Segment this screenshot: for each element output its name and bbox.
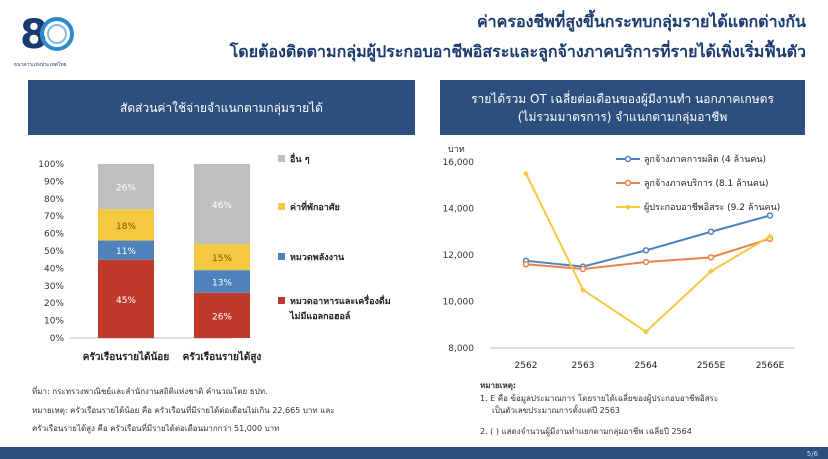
- legend-label: ลูกจ้างภาคการผลิต (4 ล้านคน): [644, 154, 766, 165]
- line-chart: บาท 8,000 10,000 12,000 14,000 16,000 2562 2563…: [443, 145, 795, 371]
- right-panel-title-line1: รายได้รวม OT เฉลี่ยต่อเดือนของผู้มีงานทำ…: [471, 91, 774, 106]
- right-panel-title: รายได้รวม OT เฉลี่ยต่อเดือนของผู้มีงานทำ…: [440, 80, 805, 135]
- data-point: [766, 212, 774, 219]
- y-tick-label: 14,000: [443, 205, 475, 215]
- page-title-line2: โดยต้องติดตามกลุ่มผู้ประกอบอาชีพอิสระและ…: [229, 42, 806, 61]
- data-point: [708, 268, 714, 275]
- y-tick-label: 90%: [44, 177, 64, 187]
- footer-bar: 5/6: [0, 447, 828, 459]
- x-tick-label: 2563: [572, 361, 595, 371]
- data-point: [767, 233, 773, 240]
- data-label: 26%: [116, 184, 136, 194]
- legend-marker: [624, 179, 632, 187]
- bar-segment: [98, 209, 154, 241]
- remark-line2: ครัวเรือนรายได้สูง คือ ครัวเรือนที่มีราย…: [32, 424, 280, 433]
- source-note: ที่มา: กระทรวงพาณิชย์และสำนักงานสถิติแห่…: [32, 387, 268, 396]
- data-label: 46%: [212, 201, 232, 211]
- logo-inner-ring: [47, 24, 67, 44]
- remark-line1: หมายเหตุ: ครัวเรือนรายได้น้อย คือ ครัวเร…: [32, 406, 335, 415]
- right-panel-title-line2: (ไม่รวมมาตรการ) จำแนกตามกลุ่มอาชีพ: [517, 109, 728, 124]
- data-label: 18%: [116, 222, 136, 232]
- data-point: [643, 328, 649, 335]
- data-point: [523, 170, 529, 177]
- left-panel-title-text: สัดส่วนค่าใช้จ่ายจำแนกตามกลุ่มรายได้: [120, 100, 323, 115]
- data-label: 45%: [116, 296, 136, 306]
- legend-label: ผู้ประกอบอาชีพอิสระ (9.2 ล้านคน): [644, 202, 780, 213]
- page-number: 5/6: [806, 450, 818, 458]
- legend-swatch: [278, 203, 285, 210]
- bar-segment: [98, 259, 154, 338]
- y-tick-label: 8,000: [448, 344, 474, 354]
- y-tick-label: 0%: [50, 334, 65, 344]
- data-point: [707, 254, 715, 261]
- right-note-line1: 1. E คือ ข้อมูลประมาณการ โดยรายได้เฉลี่ย…: [480, 394, 719, 403]
- y-tick-label: 70%: [44, 212, 64, 222]
- category-label: ครัวเรือนรายได้สูง: [183, 350, 262, 364]
- x-tick-label: 2566E: [756, 361, 785, 371]
- right-note-line2: เป็นตัวเลขประมาณการตั้งแต่ปี 2563: [492, 406, 620, 415]
- page-title-line1: ค่าครองชีพที่สูงขึ้นกระทบกลุ่มรายได้แตกต…: [476, 12, 806, 31]
- bot-logo: 8 ธนาคารแห่งประเทศไทย: [14, 12, 74, 68]
- legend-swatch: [278, 155, 285, 162]
- y-tick-label: 60%: [44, 230, 64, 240]
- y-tick-label: 50%: [44, 247, 64, 257]
- data-label: 26%: [212, 312, 232, 322]
- legend-marker: [624, 155, 632, 163]
- data-label: 15%: [212, 254, 232, 264]
- y-tick-label: 20%: [44, 299, 64, 309]
- logo-ring: [40, 17, 74, 51]
- data-label: 11%: [116, 247, 136, 257]
- data-point: [642, 247, 650, 254]
- y-tick-label: 16,000: [443, 158, 475, 168]
- legend-label: หมวดพลังงาน: [290, 252, 345, 263]
- bar-segment: [194, 292, 250, 338]
- legend-label: หมวดอาหารและเครื่องดื่ม: [290, 294, 391, 307]
- data-point: [522, 261, 530, 268]
- right-notes-heading: หมายเหตุ:: [480, 381, 517, 390]
- y-tick-label: 10%: [44, 317, 64, 327]
- legend-swatch: [278, 297, 285, 304]
- bar-segment: [194, 244, 250, 271]
- legend-label: ค่าที่พักอาศัย: [290, 200, 340, 213]
- y-tick-label: 12,000: [443, 251, 475, 261]
- legend-swatch: [278, 253, 285, 260]
- data-label: 13%: [212, 278, 232, 288]
- y-tick-label: 80%: [44, 195, 64, 205]
- bar-segment: [194, 270, 250, 293]
- x-tick-label: 2562: [515, 361, 538, 371]
- legend-label: ลูกจ้างภาคบริการ (8.1 ล้านคน): [644, 178, 769, 189]
- bar-segment: [98, 240, 154, 260]
- data-point: [642, 258, 650, 266]
- right-note-line3: 2. ( ) แสดงจำนวนผู้มีงานทำแยกตามกลุ่มอาช…: [480, 427, 692, 436]
- y-tick-label: 100%: [38, 160, 64, 170]
- y-tick-label: 40%: [44, 264, 64, 274]
- y-tick-label: 10,000: [443, 298, 475, 308]
- y-axis-label: บาท: [448, 145, 465, 155]
- x-tick-label: 2565E: [697, 361, 726, 371]
- left-panel-title: สัดส่วนค่าใช้จ่ายจำแนกตามกลุ่มรายได้: [28, 80, 415, 135]
- y-tick-label: 30%: [44, 282, 64, 292]
- legend-marker: [625, 204, 631, 210]
- stacked-bar-chart: 0% 10% 20% 30% 40% 50% 60% 70% 80% 90% 100% 45% 11% 1…: [38, 152, 391, 364]
- data-point: [580, 286, 586, 293]
- bar-segment: [194, 164, 250, 245]
- legend-label-line2: ไม่มีแอลกอฮอล์: [289, 310, 350, 322]
- logo-caption: ธนาคารแห่งประเทศไทย: [14, 61, 67, 68]
- category-label: ครัวเรือนรายได้น้อย: [83, 350, 170, 363]
- x-tick-label: 2564: [635, 361, 658, 371]
- data-point: [707, 228, 715, 235]
- legend-label: อื่น ๆ: [289, 152, 309, 165]
- data-point: [579, 265, 587, 273]
- bar-segment: [98, 164, 154, 210]
